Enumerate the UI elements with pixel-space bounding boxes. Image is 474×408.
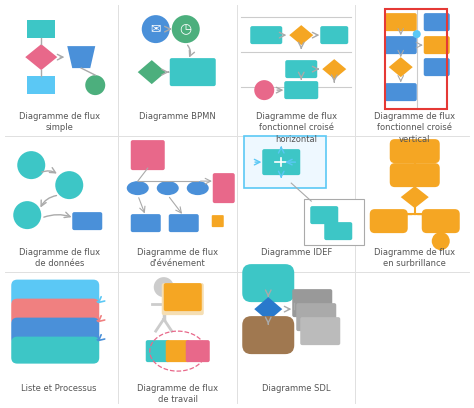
Polygon shape	[322, 59, 346, 79]
FancyBboxPatch shape	[170, 58, 216, 86]
FancyBboxPatch shape	[385, 83, 417, 101]
FancyBboxPatch shape	[324, 222, 352, 240]
FancyBboxPatch shape	[169, 214, 199, 232]
Polygon shape	[67, 46, 95, 68]
Circle shape	[85, 75, 105, 95]
FancyBboxPatch shape	[72, 212, 102, 230]
FancyBboxPatch shape	[27, 76, 55, 94]
FancyBboxPatch shape	[186, 340, 210, 362]
FancyBboxPatch shape	[390, 139, 440, 163]
FancyBboxPatch shape	[146, 340, 170, 362]
FancyBboxPatch shape	[300, 317, 340, 345]
Text: ◷: ◷	[180, 22, 192, 36]
Circle shape	[17, 151, 45, 179]
Circle shape	[142, 15, 170, 43]
Circle shape	[55, 171, 83, 199]
Circle shape	[172, 15, 200, 43]
FancyBboxPatch shape	[370, 209, 408, 233]
FancyBboxPatch shape	[242, 316, 294, 354]
FancyBboxPatch shape	[250, 26, 282, 44]
Circle shape	[154, 277, 174, 297]
Polygon shape	[401, 186, 429, 208]
Text: Diagramme de flux
de données: Diagramme de flux de données	[18, 248, 100, 268]
FancyBboxPatch shape	[164, 283, 202, 311]
FancyBboxPatch shape	[131, 140, 165, 170]
Circle shape	[432, 232, 450, 250]
FancyBboxPatch shape	[11, 279, 99, 307]
Polygon shape	[138, 60, 166, 84]
FancyBboxPatch shape	[131, 214, 161, 232]
FancyBboxPatch shape	[11, 317, 99, 345]
Polygon shape	[254, 297, 282, 321]
FancyBboxPatch shape	[285, 60, 317, 78]
Circle shape	[413, 30, 421, 38]
Text: ✉: ✉	[151, 22, 161, 35]
FancyBboxPatch shape	[424, 36, 450, 54]
Text: Diagramme de flux
de travail: Diagramme de flux de travail	[137, 384, 219, 404]
Text: Liste et Processus: Liste et Processus	[21, 384, 97, 392]
FancyBboxPatch shape	[11, 337, 99, 364]
FancyBboxPatch shape	[27, 20, 55, 38]
Ellipse shape	[127, 181, 149, 195]
FancyBboxPatch shape	[390, 163, 440, 187]
Ellipse shape	[187, 181, 209, 195]
FancyBboxPatch shape	[385, 13, 417, 31]
FancyBboxPatch shape	[162, 283, 204, 315]
FancyBboxPatch shape	[320, 26, 348, 44]
FancyBboxPatch shape	[244, 136, 326, 188]
Text: Diagramme BPMN: Diagramme BPMN	[139, 111, 216, 120]
Circle shape	[13, 201, 41, 229]
FancyBboxPatch shape	[166, 340, 190, 362]
FancyBboxPatch shape	[385, 36, 417, 54]
Text: Diagramme SDL: Diagramme SDL	[262, 384, 330, 392]
FancyBboxPatch shape	[212, 215, 224, 227]
Polygon shape	[25, 44, 57, 70]
FancyBboxPatch shape	[11, 299, 99, 326]
Text: Diagramme de flux
fonctionnel croisé
horizontal: Diagramme de flux fonctionnel croisé hor…	[255, 111, 337, 144]
Text: Diagramme de flux
d'événement: Diagramme de flux d'événement	[137, 248, 219, 268]
Text: Diagramme IDEF: Diagramme IDEF	[261, 248, 332, 257]
FancyBboxPatch shape	[242, 264, 294, 302]
FancyBboxPatch shape	[262, 149, 300, 175]
Circle shape	[254, 80, 274, 100]
FancyBboxPatch shape	[292, 289, 332, 317]
FancyBboxPatch shape	[296, 303, 336, 331]
FancyBboxPatch shape	[213, 173, 235, 203]
Polygon shape	[389, 57, 413, 77]
FancyBboxPatch shape	[424, 58, 450, 76]
FancyBboxPatch shape	[422, 209, 460, 233]
Text: Diagramme de flux
en surbrillance: Diagramme de flux en surbrillance	[374, 248, 456, 268]
FancyBboxPatch shape	[424, 13, 450, 31]
Text: Diagramme de flux
simple: Diagramme de flux simple	[18, 111, 100, 132]
Polygon shape	[289, 25, 313, 45]
Ellipse shape	[157, 181, 179, 195]
FancyBboxPatch shape	[304, 199, 364, 245]
FancyBboxPatch shape	[284, 81, 318, 99]
FancyBboxPatch shape	[310, 206, 338, 224]
Text: Diagramme de flux
fonctionnel croisé
vertical: Diagramme de flux fonctionnel croisé ver…	[374, 111, 456, 144]
